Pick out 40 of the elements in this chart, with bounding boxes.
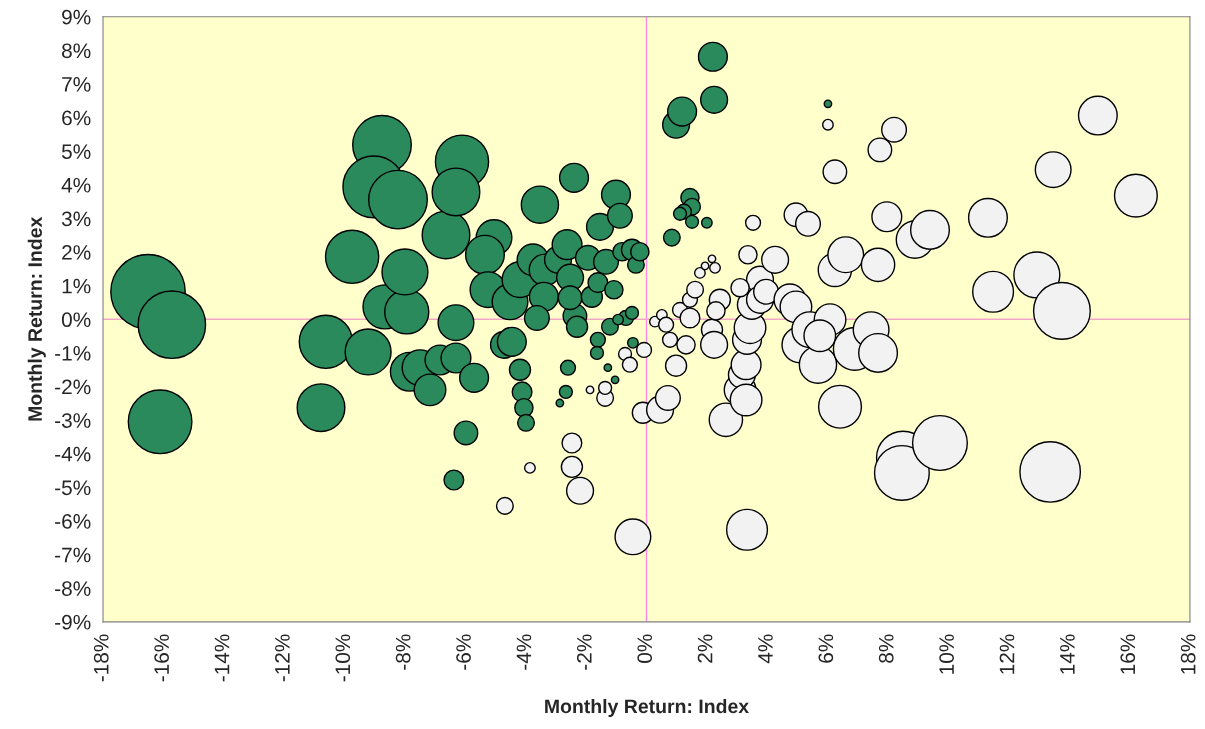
x-tick-label: 4%: [758, 634, 773, 664]
x-tick-label: 0%: [637, 634, 653, 663]
x-tick-label: -18%: [93, 634, 109, 682]
y-tick-label: -8%: [55, 581, 91, 596]
x-tick-label: -14%: [214, 634, 230, 682]
y-tick-label: -6%: [55, 513, 91, 529]
x-tick-label: 18%: [1180, 634, 1196, 674]
y-tick-label: 3%: [61, 211, 91, 227]
x-tick-label: 10%: [939, 634, 954, 674]
x-tick-label: 12%: [999, 634, 1015, 674]
y-tick-label: 5%: [61, 144, 91, 159]
y-tick-label: -5%: [55, 480, 91, 496]
x-tick-label: -6%: [456, 634, 471, 670]
y-tick-label: -1%: [55, 346, 91, 361]
x-tick-label: -12%: [275, 634, 290, 682]
x-tick-label: 8%: [878, 634, 894, 663]
x-tick-label: 2%: [697, 634, 713, 663]
x-tick-label: -10%: [335, 634, 351, 682]
x-tick-label: -4%: [516, 634, 532, 670]
y-tick-label: 4%: [61, 177, 91, 193]
y-tick-label: 8%: [62, 43, 91, 59]
y-tick-label: -7%: [55, 547, 91, 563]
y-axis-title: Monthly Return: Index: [27, 216, 46, 421]
x-tick-label: -2%: [576, 634, 592, 670]
y-tick-label: 2%: [62, 245, 91, 260]
y-tick-label: 6%: [62, 110, 91, 126]
x-axis-title: Monthly Return: Index: [545, 698, 749, 718]
y-tick-label: 7%: [62, 77, 91, 92]
x-tick-label: 16%: [1120, 634, 1136, 674]
y-tick-label: 1%: [62, 278, 91, 294]
x-tick-label: 6%: [818, 634, 834, 663]
y-tick-label: -3%: [55, 413, 91, 428]
x-tick-label: 14%: [1060, 634, 1075, 674]
x-tick-label: -8%: [395, 634, 411, 670]
y-tick-label: -9%: [55, 614, 91, 630]
y-tick-label: 9%: [62, 9, 91, 25]
x-tick-label: -16%: [154, 634, 169, 682]
y-tick-label: -2%: [55, 379, 91, 395]
y-tick-label: -4%: [55, 446, 91, 462]
y-tick-label: 0%: [61, 312, 91, 328]
